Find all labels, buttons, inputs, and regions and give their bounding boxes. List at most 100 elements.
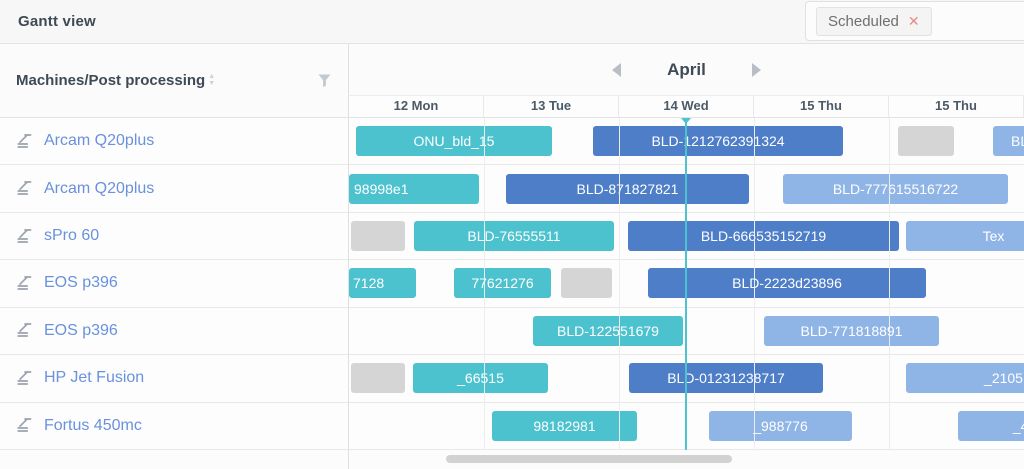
- gantt-main: Machines/Post processing ▲ ▼ Arcam Q20pl…: [0, 44, 1024, 469]
- machines-column-title: Machines/Post processing: [16, 72, 206, 89]
- gantt-bar-label: 77621276: [471, 275, 534, 292]
- gantt-bar[interactable]: BLD-666535152719: [628, 221, 899, 252]
- gantt-bar[interactable]: BLD-1212762391324: [593, 126, 843, 157]
- gantt-bar-label: Tex: [982, 228, 1005, 245]
- gantt-bar[interactable]: BLD-777615516722: [783, 173, 1008, 204]
- grid-column-line: [619, 118, 620, 450]
- gantt-grid: ONU_bld_15 BLD-1212762391324 BL 98998e1 BLD-…: [349, 118, 1024, 450]
- gantt-bar-label: _988776: [753, 417, 808, 434]
- gantt-bar-label: _4: [1012, 417, 1024, 434]
- gantt-bar[interactable]: _4: [958, 410, 1024, 441]
- gantt-bar-unavailable[interactable]: [351, 363, 405, 394]
- gantt-bar[interactable]: _988776: [709, 410, 852, 441]
- filter-field[interactable]: Scheduled ✕: [805, 1, 1024, 41]
- gantt-bar[interactable]: BLD-76555511: [414, 221, 614, 252]
- gantt-bar[interactable]: BLD-871827821: [506, 173, 749, 204]
- gantt-bar-label: _66515: [457, 370, 504, 387]
- machine-icon: [16, 417, 33, 434]
- gantt-bar-label: BLD-777615516722: [832, 180, 959, 197]
- gantt-bar[interactable]: Tex: [906, 221, 1024, 252]
- month-navigation: April: [349, 44, 1024, 96]
- gantt-bar-label: BLD-01231238717: [667, 370, 785, 387]
- machine-name-link[interactable]: sPro 60: [44, 227, 100, 245]
- gantt-bar-label: BLD-771818891: [800, 322, 903, 339]
- date-header-row: 12 Mon 13 Tue 14 Wed 15 Thu 15 Thu: [349, 96, 1024, 118]
- machine-name-link[interactable]: Arcam Q20plus: [44, 179, 155, 197]
- date-header-cell: 15 Thu: [754, 96, 889, 117]
- sort-up-arrow: ▲: [208, 72, 216, 80]
- gantt-row: 98182981 _988776 _4: [349, 403, 1024, 450]
- grid-column-line: [484, 118, 485, 450]
- gantt-bar-label: BLD-76555511: [467, 228, 561, 245]
- gantt-bar[interactable]: BL: [993, 126, 1024, 157]
- sort-down-arrow: ▼: [208, 79, 216, 87]
- top-bar: Gantt view Scheduled ✕: [0, 0, 1024, 44]
- grid-column-line: [754, 118, 755, 450]
- gantt-bar[interactable]: BLD-2223d23896: [648, 268, 926, 299]
- machines-panel: Machines/Post processing ▲ ▼ Arcam Q20pl…: [0, 44, 349, 469]
- gantt-bar[interactable]: 98182981: [492, 410, 637, 441]
- machine-row: EOS p396: [0, 307, 348, 356]
- machine-icon: [16, 133, 33, 150]
- left-panel-footer: [0, 450, 348, 469]
- gantt-bar-label: ONU_bld_15: [413, 133, 495, 150]
- timeline-panel: April 12 Mon 13 Tue 14 Wed 15 Thu 15 Thu ONU…: [349, 44, 1024, 469]
- gantt-bar[interactable]: _66515: [413, 363, 548, 394]
- gantt-bar-label: 7128: [353, 275, 385, 292]
- today-marker-line: [685, 118, 687, 450]
- gantt-bar-label: BLD-871827821: [576, 180, 679, 197]
- filter-icon[interactable]: [317, 73, 332, 88]
- month-label: April: [667, 59, 706, 79]
- gantt-bar-unavailable[interactable]: [351, 221, 405, 252]
- machine-name-link[interactable]: EOS p396: [44, 321, 118, 339]
- next-month-button[interactable]: [751, 62, 761, 77]
- machine-name-link[interactable]: HP Jet Fusion: [44, 369, 145, 387]
- machine-name-link[interactable]: Arcam Q20plus: [44, 132, 155, 150]
- gantt-bar[interactable]: BLD-01231238717: [629, 363, 823, 394]
- filter-chip-scheduled[interactable]: Scheduled ✕: [816, 6, 932, 36]
- gantt-bar-unavailable[interactable]: [898, 126, 954, 157]
- gantt-bar-label: BLD-122551679: [557, 322, 659, 339]
- machine-row: EOS p396: [0, 260, 348, 308]
- remove-filter-icon[interactable]: ✕: [907, 13, 920, 29]
- grid-column-line: [889, 118, 890, 450]
- filter-chip-label: Scheduled: [828, 12, 899, 30]
- today-marker-arrow: [681, 118, 691, 124]
- date-header-cell: 13 Tue: [484, 96, 619, 117]
- machine-row: Fortus 450mc: [0, 402, 348, 450]
- gantt-row: 7128 77621276 BLD-2223d23896: [349, 260, 1024, 308]
- machine-icon: [16, 370, 33, 387]
- machine-icon: [16, 228, 33, 245]
- gantt-bar-label: _2105: [984, 370, 1023, 387]
- gantt-bar-label: 98182981: [533, 417, 596, 434]
- machine-icon: [16, 275, 33, 292]
- date-header-cell: 12 Mon: [349, 96, 484, 117]
- gantt-bar[interactable]: BLD-771818891: [764, 315, 939, 346]
- gantt-bar[interactable]: BLD-122551679: [533, 315, 683, 346]
- sort-icon[interactable]: ▲ ▼: [208, 72, 216, 87]
- machine-list: Arcam Q20plus Arcam Q20plus sPro 60: [0, 118, 348, 450]
- gantt-bar[interactable]: 7128: [349, 268, 416, 299]
- machine-name-link[interactable]: Fortus 450mc: [44, 416, 142, 434]
- machine-row: sPro 60: [0, 212, 348, 261]
- horizontal-scrollbar[interactable]: [349, 450, 1024, 469]
- gantt-bar[interactable]: ONU_bld_15: [356, 126, 552, 157]
- gantt-bar-label: BLD-2223d23896: [732, 275, 842, 292]
- gantt-row: BLD-122551679 BLD-771818891: [349, 308, 1024, 356]
- prev-month-button[interactable]: [612, 62, 622, 77]
- machine-icon: [16, 322, 33, 339]
- gantt-row: BLD-76555511 BLD-666535152719 Tex: [349, 213, 1024, 261]
- scrollbar-thumb[interactable]: [446, 455, 732, 463]
- page-title: Gantt view: [18, 13, 96, 30]
- gantt-bar[interactable]: 98998e1: [349, 173, 479, 204]
- gantt-bar[interactable]: 77621276: [454, 268, 551, 299]
- machine-name-link[interactable]: EOS p396: [44, 274, 118, 292]
- machine-row: Arcam Q20plus: [0, 165, 348, 213]
- machine-icon: [16, 180, 33, 197]
- machines-column-header: Machines/Post processing ▲ ▼: [0, 44, 348, 118]
- gantt-bar-label: BLD-1212762391324: [651, 133, 785, 150]
- gantt-bar-unavailable[interactable]: [561, 268, 612, 299]
- gantt-bar[interactable]: _2105: [906, 363, 1024, 394]
- machine-row: HP Jet Fusion: [0, 355, 348, 403]
- gantt-bar-label: BL: [1011, 133, 1024, 150]
